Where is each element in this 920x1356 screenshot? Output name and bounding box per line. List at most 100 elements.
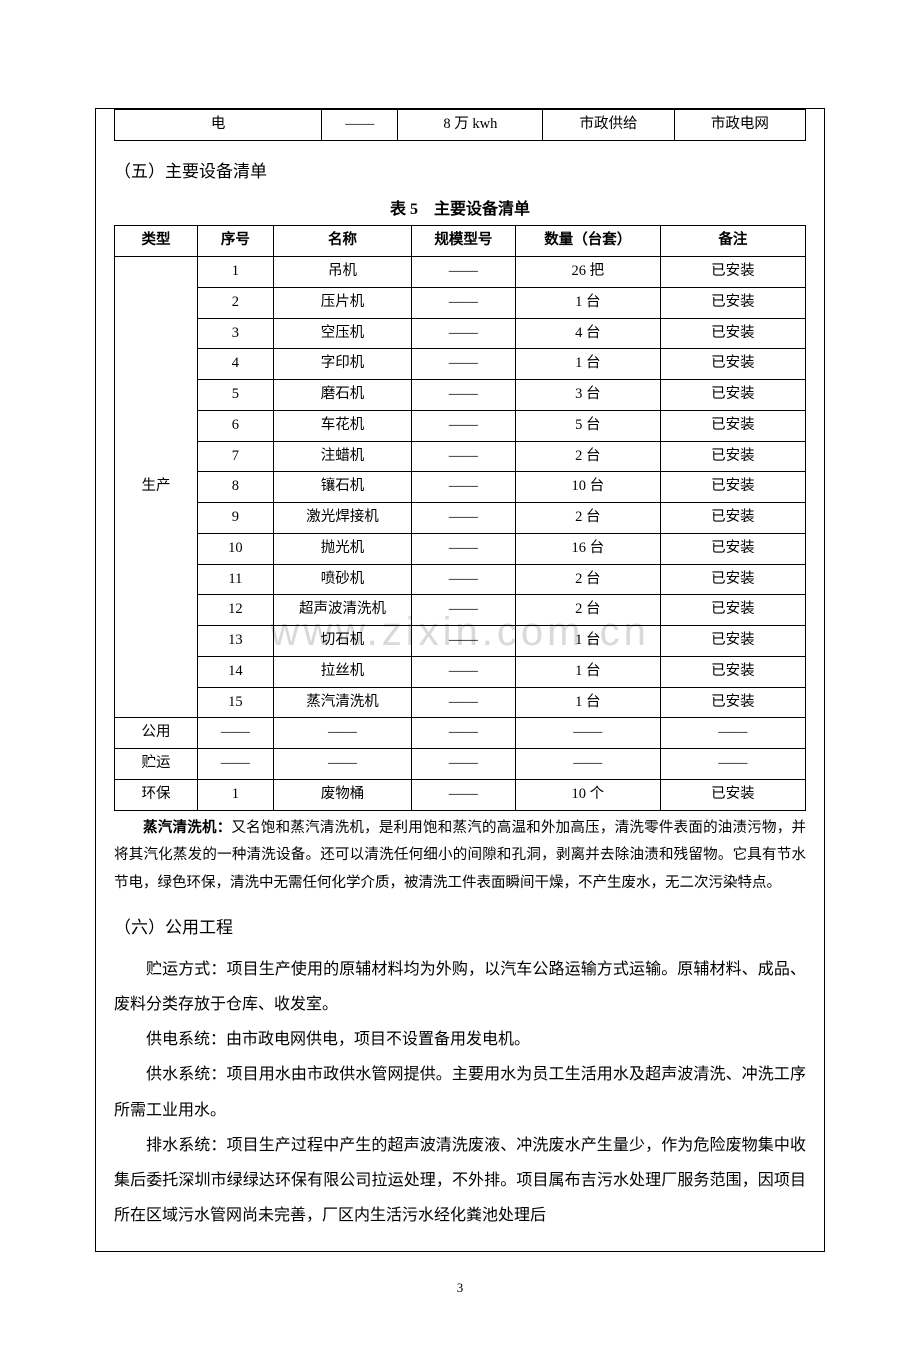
cell: —— xyxy=(412,380,516,411)
cell: 已安装 xyxy=(660,257,805,288)
paragraph-storage: 贮运方式：项目生产使用的原辅材料均为外购，以汽车公路运输方式运输。原辅材料、成品… xyxy=(114,952,806,1022)
table-header-row: 类型 序号 名称 规模型号 数量（台套） 备注 xyxy=(115,226,806,257)
cell: 废物桶 xyxy=(273,779,411,810)
cell: 8 xyxy=(197,472,273,503)
cell: —— xyxy=(412,564,516,595)
cell: 1 台 xyxy=(515,626,660,657)
table-row: 贮运—————————— xyxy=(115,749,806,780)
cell: 已安装 xyxy=(660,533,805,564)
cell: 已安装 xyxy=(660,441,805,472)
cell: 已安装 xyxy=(660,318,805,349)
cell: 14 xyxy=(197,656,273,687)
cell: —— xyxy=(412,349,516,380)
cell: 已安装 xyxy=(660,287,805,318)
cell: —— xyxy=(412,595,516,626)
steam-cleaner-note: 蒸汽清洗机：又名饱和蒸汽清洗机，是利用饱和蒸汽的高温和外加高压，清洗零件表面的油… xyxy=(114,815,806,898)
cell: —— xyxy=(412,687,516,718)
cell: —— xyxy=(412,503,516,534)
cell: —— xyxy=(412,718,516,749)
col-header: 类型 xyxy=(115,226,198,257)
cell: 2 xyxy=(197,287,273,318)
cell: 蒸汽清洗机 xyxy=(273,687,411,718)
cell: 已安装 xyxy=(660,380,805,411)
cell: 2 台 xyxy=(515,503,660,534)
paragraph-drainage: 排水系统：项目生产过程中产生的超声波清洗废液、冲洗废水产生量少，作为危险废物集中… xyxy=(114,1128,806,1234)
paragraph-water-supply: 供水系统：项目用水由市政供水管网提供。主要用水为员工生活用水及超声波清洗、冲洗工… xyxy=(114,1057,806,1127)
table-row: 11喷砂机——2 台已安装 xyxy=(115,564,806,595)
cell: 已安装 xyxy=(660,410,805,441)
equipment-table: 类型 序号 名称 规模型号 数量（台套） 备注 生产1吊机——26 把已安装2压… xyxy=(114,225,806,810)
table-row: 15蒸汽清洗机——1 台已安装 xyxy=(115,687,806,718)
cell: 切石机 xyxy=(273,626,411,657)
cell: 16 台 xyxy=(515,533,660,564)
table-row: 公用—————————— xyxy=(115,718,806,749)
col-header: 备注 xyxy=(660,226,805,257)
cell: 8 万 kwh xyxy=(398,110,543,141)
table-row: 8镶石机——10 台已安装 xyxy=(115,472,806,503)
cell: 抛光机 xyxy=(273,533,411,564)
cell: 10 xyxy=(197,533,273,564)
table-row: 12超声波清洗机——2 台已安装 xyxy=(115,595,806,626)
cell: 11 xyxy=(197,564,273,595)
cell: 市政电网 xyxy=(674,110,805,141)
cell: 5 xyxy=(197,380,273,411)
cell: —— xyxy=(273,749,411,780)
cell: 12 xyxy=(197,595,273,626)
paragraph-power: 供电系统：由市政电网供电，项目不设置备用发电机。 xyxy=(114,1022,806,1057)
cell: 1 台 xyxy=(515,349,660,380)
section-5-heading: （五）主要设备清单 xyxy=(114,157,806,188)
cell: 磨石机 xyxy=(273,380,411,411)
cell: 环保 xyxy=(115,779,198,810)
cell: 已安装 xyxy=(660,779,805,810)
cell: 已安装 xyxy=(660,503,805,534)
cell: 电 xyxy=(115,110,322,141)
cell: 吊机 xyxy=(273,257,411,288)
col-header: 数量（台套） xyxy=(515,226,660,257)
cell: 已安装 xyxy=(660,595,805,626)
cell: 7 xyxy=(197,441,273,472)
cell: —— xyxy=(412,656,516,687)
cell: 5 台 xyxy=(515,410,660,441)
cell: 2 台 xyxy=(515,441,660,472)
table-row: 5磨石机——3 台已安装 xyxy=(115,380,806,411)
table-row: 10抛光机——16 台已安装 xyxy=(115,533,806,564)
cell: 拉丝机 xyxy=(273,656,411,687)
table-row: 7注蜡机——2 台已安装 xyxy=(115,441,806,472)
page-container: 电 —— 8 万 kwh 市政供给 市政电网 （五）主要设备清单 表 5 主要设… xyxy=(0,0,920,1356)
cell: 已安装 xyxy=(660,564,805,595)
table-5-caption: 表 5 主要设备清单 xyxy=(114,195,806,219)
cell: —— xyxy=(515,718,660,749)
col-header: 序号 xyxy=(197,226,273,257)
table-row: 4字印机——1 台已安装 xyxy=(115,349,806,380)
cell: 4 台 xyxy=(515,318,660,349)
cell: —— xyxy=(412,749,516,780)
cell: 13 xyxy=(197,626,273,657)
cell: 4 xyxy=(197,349,273,380)
content-frame: 电 —— 8 万 kwh 市政供给 市政电网 （五）主要设备清单 表 5 主要设… xyxy=(95,108,825,1252)
cell: 26 把 xyxy=(515,257,660,288)
category-cell-production: 生产 xyxy=(115,257,198,718)
cell: 喷砂机 xyxy=(273,564,411,595)
cell: —— xyxy=(660,718,805,749)
cell: 已安装 xyxy=(660,687,805,718)
cell: —— xyxy=(412,410,516,441)
cell: 15 xyxy=(197,687,273,718)
cell: 注蜡机 xyxy=(273,441,411,472)
cell: —— xyxy=(412,472,516,503)
cell: 已安装 xyxy=(660,626,805,657)
cell: 公用 xyxy=(115,718,198,749)
table-row: 3空压机——4 台已安装 xyxy=(115,318,806,349)
table-row: 2压片机——1 台已安装 xyxy=(115,287,806,318)
cell: —— xyxy=(515,749,660,780)
cell: 2 台 xyxy=(515,595,660,626)
cell: 1 台 xyxy=(515,287,660,318)
table-row: 13切石机——1 台已安装 xyxy=(115,626,806,657)
cell: —— xyxy=(322,110,398,141)
cell: 已安装 xyxy=(660,349,805,380)
cell: 10 个 xyxy=(515,779,660,810)
cell: 空压机 xyxy=(273,318,411,349)
cell: —— xyxy=(412,318,516,349)
cell: —— xyxy=(412,779,516,810)
section-6-heading: （六）公用工程 xyxy=(114,913,806,944)
cell: 车花机 xyxy=(273,410,411,441)
